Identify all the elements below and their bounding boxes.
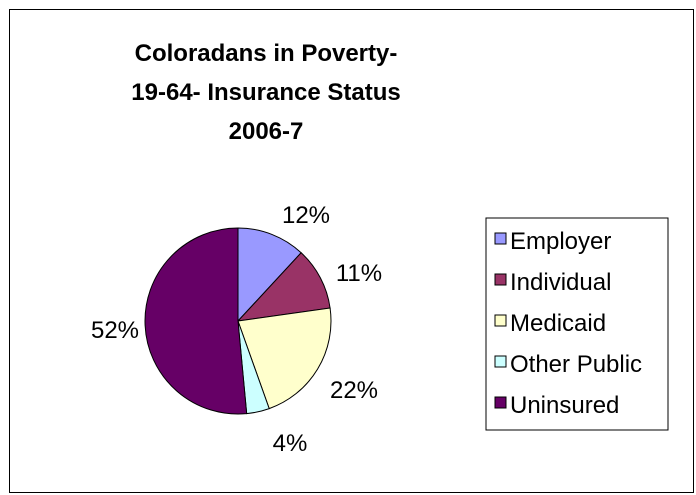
- legend-swatch-other-public: [494, 355, 507, 368]
- legend-label-medicaid: Medicaid: [510, 310, 606, 337]
- legend-label-other-public: Other Public: [510, 351, 642, 378]
- chart-title: Coloradans in Poverty- 19-64- Insurance …: [131, 40, 400, 145]
- chart-title-line-3: 2006-7: [229, 118, 304, 145]
- data-label-uninsured: 52%: [91, 317, 139, 344]
- legend-swatch-employer: [494, 232, 507, 245]
- data-label-other-public: 4%: [273, 430, 308, 457]
- slice-medicaid: [237, 307, 332, 410]
- pie-data-labels: 12% 11% 22% 4% 52%: [91, 202, 382, 457]
- legend-label-uninsured: Uninsured: [510, 392, 619, 419]
- legend-swatch-uninsured: [494, 396, 507, 409]
- legend-label-employer: Employer: [510, 228, 611, 255]
- legend: Employer Individual Medicaid Other Public Un…: [485, 217, 669, 431]
- legend-box: [485, 217, 669, 431]
- chart-title-line-1: Coloradans in Poverty-: [135, 40, 398, 67]
- pie-slices: [144, 227, 332, 415]
- data-label-employer: 12%: [282, 202, 330, 229]
- slice-employer: [237, 227, 302, 323]
- legend-label-individual: Individual: [510, 269, 611, 296]
- slice-uninsured: [144, 227, 248, 415]
- legend-swatch-medicaid: [494, 314, 507, 327]
- data-label-medicaid: 22%: [330, 377, 378, 404]
- chart-title-line-2: 19-64- Insurance Status: [131, 79, 400, 106]
- data-label-individual: 11%: [336, 260, 382, 287]
- legend-swatch-individual: [494, 273, 507, 286]
